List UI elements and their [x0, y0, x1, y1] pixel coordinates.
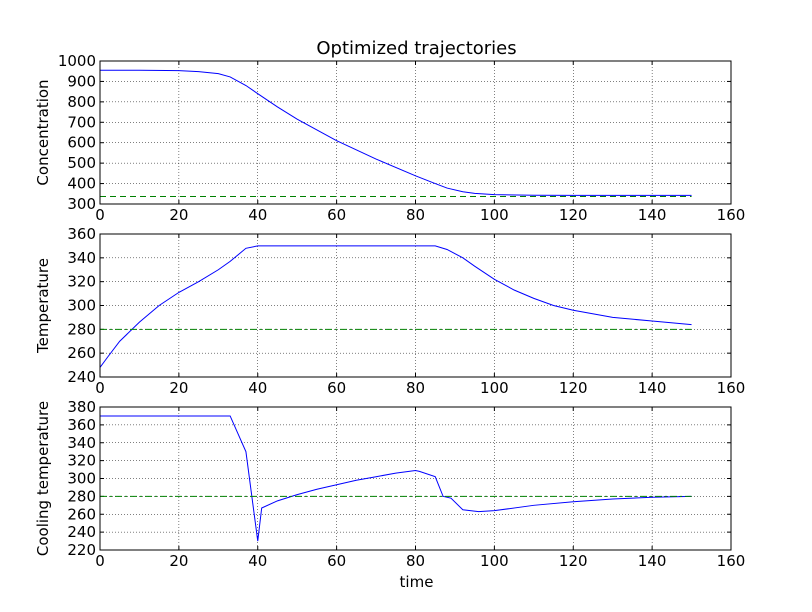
y-tick-label: 260	[67, 344, 96, 362]
x-tick-label: 160	[717, 379, 746, 397]
axes-frame	[99, 60, 732, 205]
x-tick-label: 140	[638, 552, 667, 570]
y-tick-label: 320	[67, 452, 96, 470]
x-tick-label: 120	[559, 379, 588, 397]
x-tick-label: 20	[169, 552, 188, 570]
x-tick-label: 120	[559, 206, 588, 224]
y-tick-label: 300	[67, 297, 96, 315]
y-tick-label: 900	[67, 72, 96, 90]
subplot-1: 0 20 40 60 80 100 120 140 160 300 400 500 600 700 800 9…	[34, 52, 745, 224]
subplot-3: 0 20 40 60 80 100 120 140 1602202402602803003203…	[34, 398, 745, 570]
y-tick-label: 600	[67, 134, 96, 152]
x-tick-label: 60	[327, 206, 346, 224]
x-tick-label: 60	[327, 379, 346, 397]
y-tick-label: 500	[67, 154, 96, 172]
y-tick-label: 800	[67, 93, 96, 111]
y-tick-label: 360	[67, 225, 96, 243]
x-tick-label: 100	[480, 206, 509, 224]
trajectory-line	[100, 69, 692, 196]
x-tick-label: 40	[248, 379, 267, 397]
y-tick-label: 300	[67, 195, 96, 213]
y-axis-label: Concentration	[34, 79, 52, 185]
x-tick-label: 140	[638, 206, 667, 224]
x-tick-label: 0	[95, 206, 105, 224]
x-tick-label: 80	[406, 552, 425, 570]
y-tick-label: 380	[67, 398, 96, 416]
x-tick-label: 120	[559, 552, 588, 570]
y-tick-label: 400	[67, 175, 96, 193]
subplot-2: 0 20 40 60 80 100 120 140 160 240 260 280 300 320 340 3…	[34, 225, 745, 397]
y-tick-label: 240	[67, 523, 96, 541]
x-tick-label: 40	[248, 552, 267, 570]
trajectory-line	[100, 415, 692, 542]
x-tick-label: 80	[406, 379, 425, 397]
axes-frame	[99, 233, 732, 378]
y-tick-label: 700	[67, 113, 96, 131]
x-tick-label: 160	[717, 206, 746, 224]
y-tick-label: 340	[67, 249, 96, 267]
x-tick-label: 140	[638, 379, 667, 397]
x-tick-label: 20	[169, 206, 188, 224]
y-tick-label: 300	[67, 470, 96, 488]
subplot-stack: 0 20 40 60 80 100 120 140 1603004005006007008009…	[34, 52, 745, 570]
y-tick-label: 360	[67, 416, 96, 434]
y-tick-label: 280	[67, 320, 96, 338]
axes-frame	[99, 406, 732, 551]
x-tick-label: 160	[717, 552, 746, 570]
y-tick-label: 260	[67, 505, 96, 523]
y-axis-label: Cooling temperature	[34, 401, 52, 556]
x-tick-label: 100	[480, 379, 509, 397]
y-tick-label: 240	[67, 368, 96, 386]
y-tick-label: 280	[67, 487, 96, 505]
trajectory-line	[100, 245, 692, 368]
x-tick-label: 20	[169, 379, 188, 397]
y-tick-label: 220	[67, 541, 96, 559]
x-tick-label: 0	[95, 379, 105, 397]
x-tick-label: 40	[248, 206, 267, 224]
x-tick-label: 60	[327, 552, 346, 570]
x-tick-label: 100	[480, 552, 509, 570]
y-tick-label: 1000	[58, 52, 96, 70]
figure-title: Optimized trajectories	[316, 38, 516, 59]
y-axis-label: Temperature	[34, 258, 52, 354]
y-tick-label: 340	[67, 434, 96, 452]
x-axis-label: time	[400, 573, 434, 591]
y-tick-label: 320	[67, 273, 96, 291]
x-tick-label: 0	[95, 552, 105, 570]
x-tick-label: 80	[406, 206, 425, 224]
